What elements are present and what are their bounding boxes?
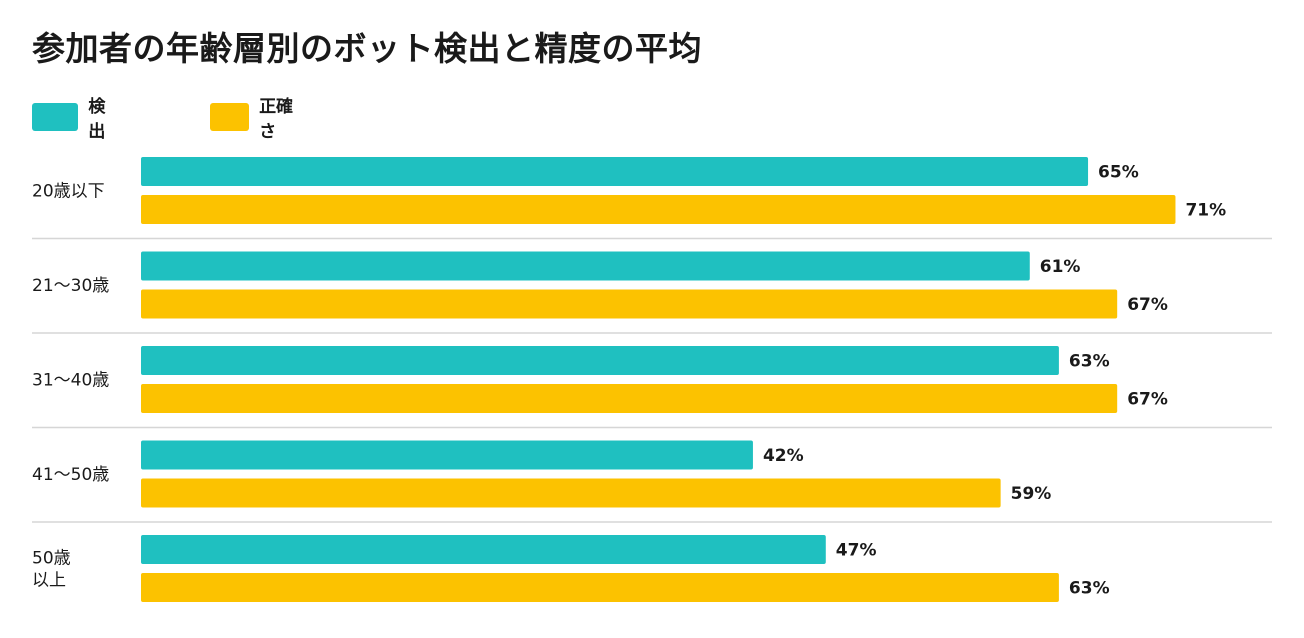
bar-detection [141, 535, 826, 564]
legend-item-accuracy: 正確さ [210, 97, 294, 142]
data-label: 71% [1185, 201, 1226, 221]
data-label: 67% [1127, 295, 1168, 315]
category-label: 20歳以下 [32, 182, 105, 202]
bar-accuracy [141, 478, 1001, 508]
data-label: 65% [1098, 163, 1139, 183]
category-label: 50歳 [32, 549, 71, 569]
bar-detection [141, 251, 1030, 281]
category-label: 31〜40歳 [32, 371, 109, 391]
bar-group: 41〜50歳 42% 59% [32, 440, 1052, 508]
data-label: 63% [1069, 579, 1110, 599]
data-label: 61% [1040, 257, 1081, 277]
bar-detection [141, 440, 753, 470]
bar-accuracy [141, 195, 1176, 224]
legend-label-detection: 検出 [88, 97, 106, 142]
bar-group: 21〜30歳 61% 67% [32, 251, 1168, 319]
bar-group: 20歳以下 65% 71% [32, 157, 1226, 224]
legend-swatch-detection [32, 103, 79, 131]
bar-detection [141, 346, 1059, 375]
bar-detection [141, 157, 1089, 186]
legend-item-detection: 検出 [32, 97, 116, 142]
data-label: 59% [1011, 484, 1052, 504]
bar-group: 31〜40歳 63% 67% [32, 346, 1168, 413]
bar-accuracy [141, 289, 1118, 319]
chart-title: 参加者の年齢層別のボット検出と精度の平均 [32, 29, 702, 68]
bar-accuracy [141, 573, 1059, 602]
data-label: 42% [763, 446, 804, 466]
category-label: 41〜50歳 [32, 465, 109, 485]
bar-accuracy [141, 384, 1118, 413]
legend-swatch-accuracy [210, 103, 250, 131]
legend-label-accuracy: 正確さ [259, 97, 294, 142]
category-label: 21〜30歳 [32, 276, 109, 296]
category-label: 以上 [32, 571, 66, 591]
data-label: 47% [836, 541, 877, 561]
data-label: 63% [1069, 352, 1110, 372]
data-label: 67% [1127, 390, 1168, 410]
